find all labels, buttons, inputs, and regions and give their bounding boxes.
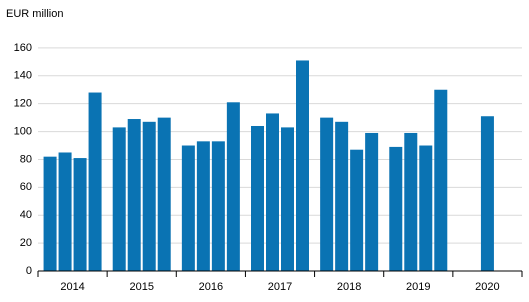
y-axis-label: EUR million [6,8,63,20]
bar [58,152,72,271]
bar [434,89,448,271]
bar [211,141,225,271]
bar [196,141,210,271]
y-tick-label: 60 [20,181,32,193]
y-tick-label: 140 [14,70,32,82]
bar [419,145,433,271]
x-tick-label: 2014 [60,281,84,293]
y-tick-label: 120 [14,98,32,110]
y-tick-label: 20 [20,237,32,249]
bar [88,92,102,271]
bar [365,132,379,271]
y-tick-label: 100 [14,125,32,137]
x-tick-label: 2019 [406,281,430,293]
bar [389,146,403,271]
y-tick-label: 40 [20,209,32,221]
x-tick-label: 2017 [268,281,292,293]
bar [142,121,156,271]
bar [335,121,349,271]
bar [73,158,87,271]
bar [296,60,309,271]
bar [404,132,418,271]
bar [281,127,294,271]
y-tick-label: 160 [14,42,32,54]
bar [251,125,264,271]
bar [181,145,195,271]
bar [112,127,126,271]
bar [157,117,171,271]
x-tick-label: 2016 [199,281,223,293]
bar [320,117,334,271]
bar [480,116,494,271]
y-tick-label: 80 [20,153,32,165]
bar [350,149,364,271]
bar [127,119,141,271]
bar [266,113,279,272]
x-tick-label: 2018 [337,281,361,293]
y-tick-label: 0 [26,265,32,277]
bar [226,102,240,271]
bar [43,156,57,271]
x-tick-label: 2020 [475,281,499,293]
x-tick-label: 2015 [129,281,153,293]
